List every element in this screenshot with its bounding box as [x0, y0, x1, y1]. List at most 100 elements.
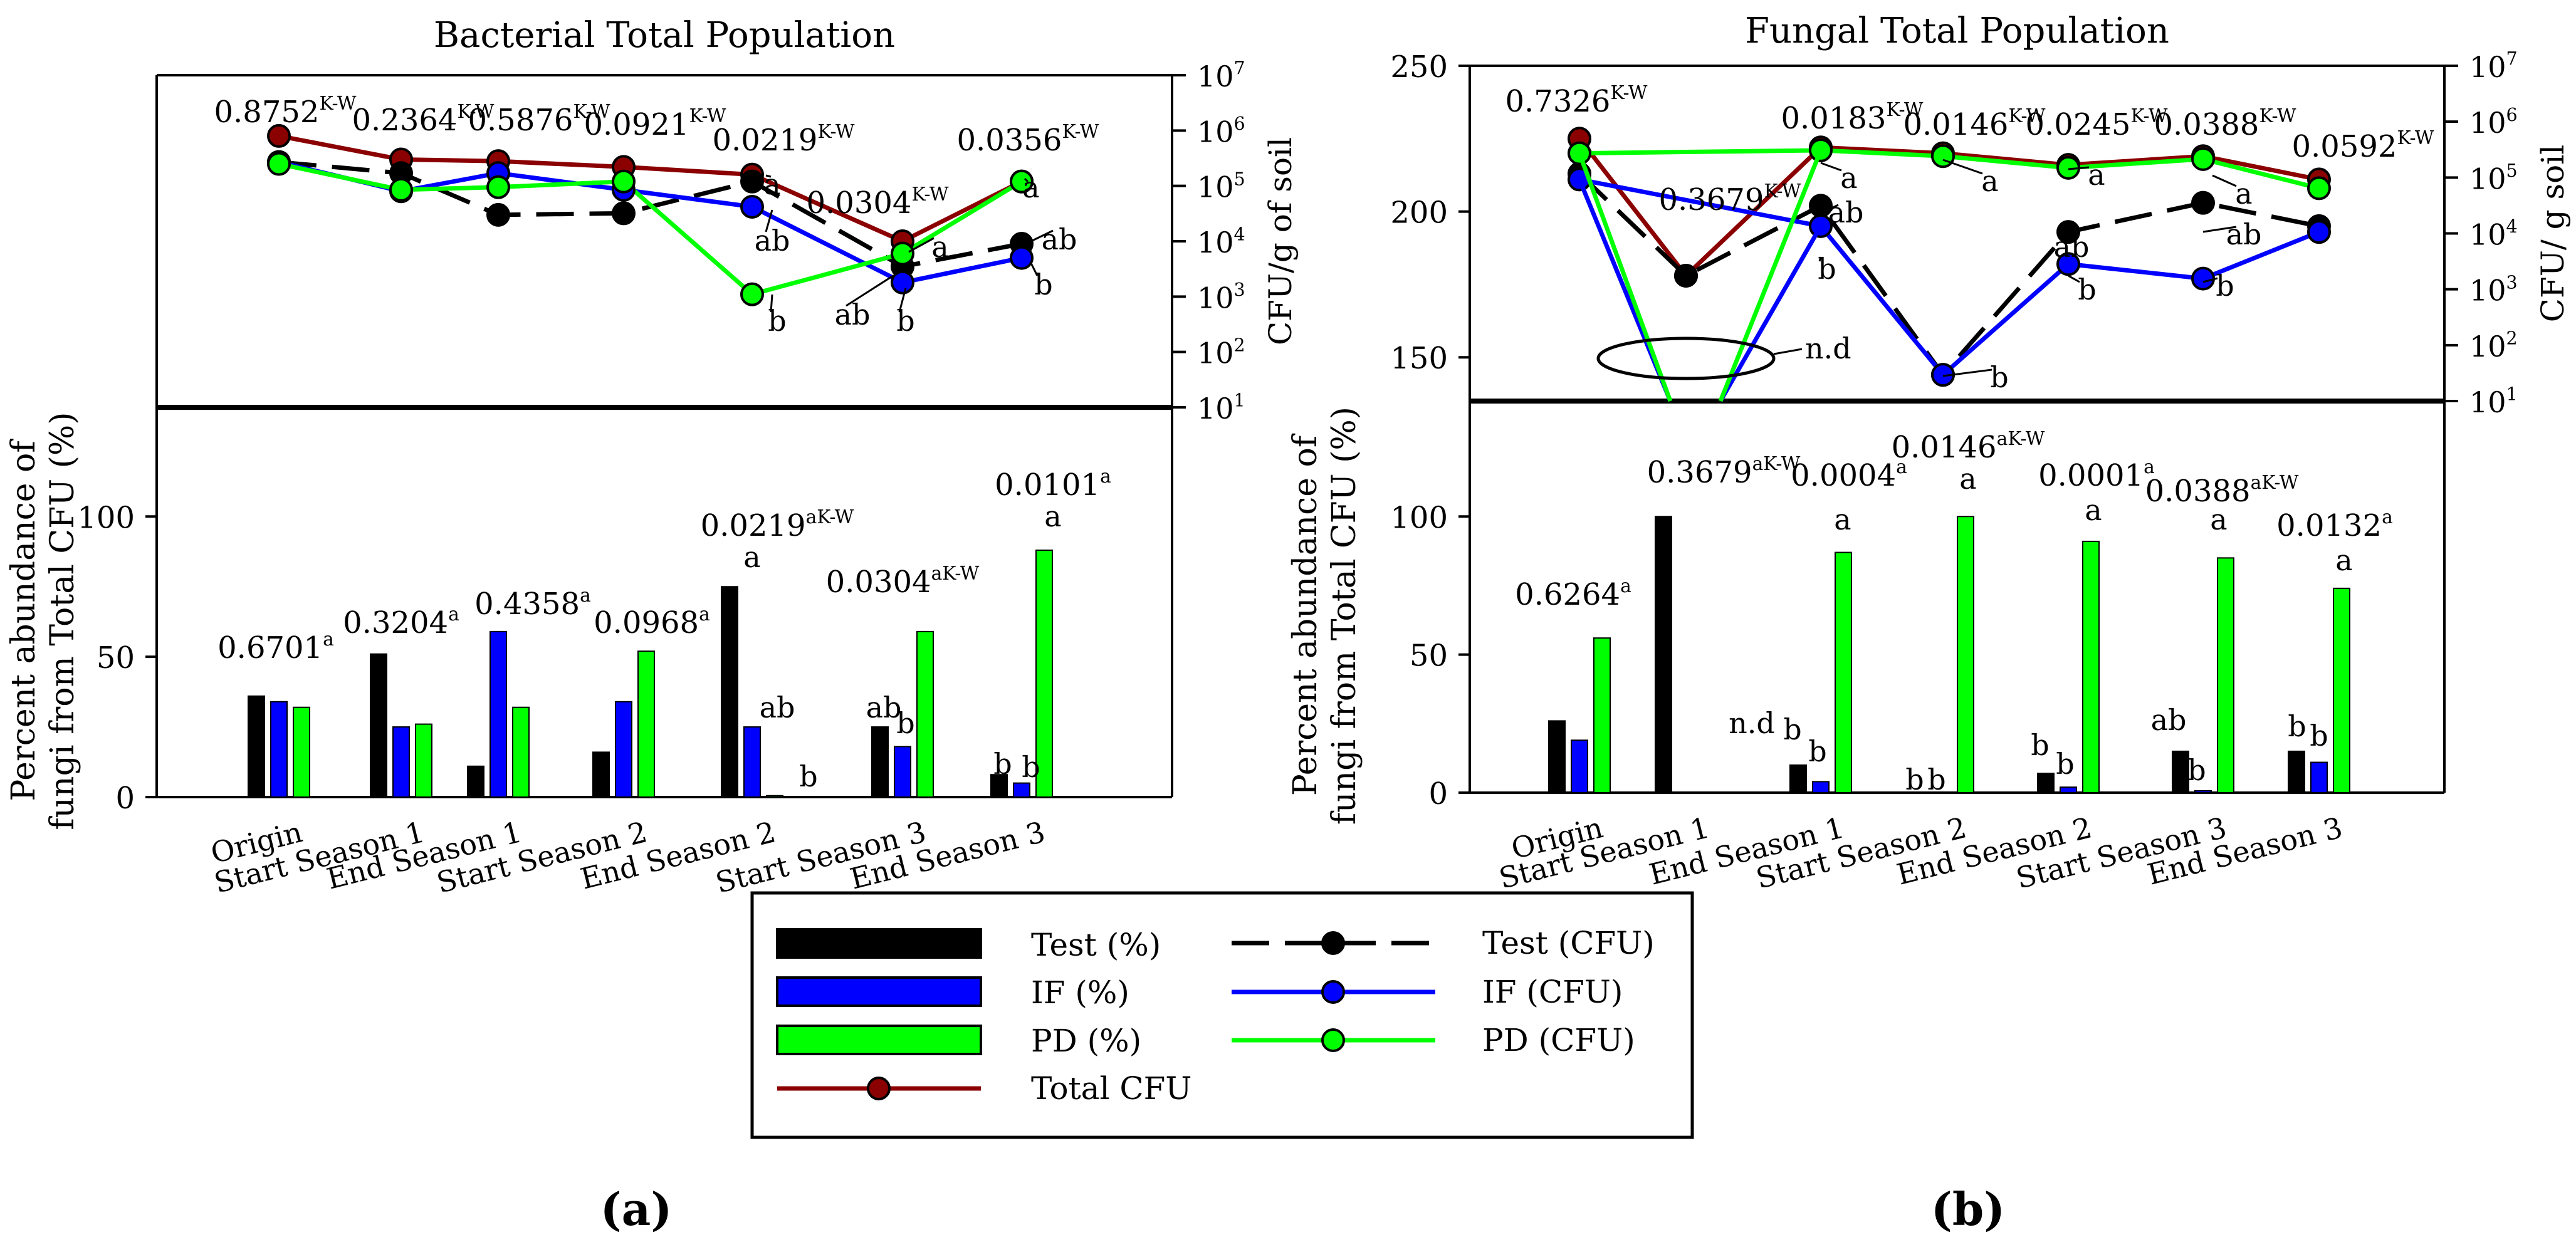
- bacterial-cfu-pvalue: 0.0304K-W: [806, 184, 948, 221]
- legend-label-if-cfu: IF (CFU): [1482, 974, 1623, 1010]
- bacterial-pct-bar-if-end-season-3: [1013, 782, 1030, 798]
- bacterial-pct-y-tick-label: 50: [97, 640, 135, 676]
- bacterial-cfu-pvalue: 0.0219K-W: [712, 121, 854, 158]
- fungal-cfu-sig-letter: a: [2235, 177, 2252, 211]
- bacterial-pct-pvalue: 0.4358a: [474, 585, 591, 622]
- bacterial-cfu-right-tick-label: 104: [1197, 224, 1245, 259]
- bacterial-cfu-point-test: [486, 202, 510, 227]
- fungal-pct-sig-letter: b: [2310, 719, 2328, 753]
- fungal-pct-pvalue: 0.6264a: [1515, 575, 1631, 612]
- bacterial-pct-bar-if-start-season-1: [392, 726, 410, 798]
- fungal-cfu-nd-ellipse: [1596, 337, 1776, 380]
- legend-label-if-pct: IF (%): [1031, 974, 1129, 1011]
- fungal-pct-sig-letter: b: [1927, 763, 1945, 796]
- fungal-cfu-sig-letter: b: [2216, 269, 2234, 303]
- fungal-pct-sig-letter: a: [2210, 503, 2227, 536]
- fungal-cfu-point-if: [2307, 220, 2331, 244]
- bacterial-pct-bar-pd-end-season-3: [1035, 550, 1053, 798]
- bacterial-pct-sig-letter: b: [896, 706, 914, 740]
- fungal-pct-pvalue: 0.3679aK-W: [1647, 453, 1801, 490]
- fungal-cfu-left-tick-label: 150: [1390, 341, 1448, 376]
- panel-label-a: (a): [600, 1182, 673, 1236]
- bacterial-pct-y-tick-label: 100: [77, 500, 135, 535]
- bacterial-pct-y-tick-label: 0: [115, 781, 135, 816]
- fungal-cfu-point-if: [2056, 252, 2080, 276]
- bacterial-cfu-point-if: [891, 270, 914, 295]
- bacterial-pct-pvalue: 0.0304aK-W: [826, 563, 980, 600]
- fungal-pct-sig-letter: a: [1834, 503, 1851, 536]
- bacterial-cfu-right-axis-label: CFU/g of soil: [1262, 137, 1299, 345]
- bacterial-pct-bar-test-start-season-3: [871, 726, 889, 798]
- bacterial-cfu-letter-leader: [765, 209, 773, 232]
- bacterial-cfu-point-pd: [267, 152, 291, 176]
- fungal-pct-bar-test-end-season-2: [2037, 773, 2055, 794]
- fungal-cfu-nd-label: n.d: [1805, 331, 1851, 365]
- fungal-cfu-sig-letter: a: [1840, 161, 1857, 195]
- bacterial-pct-bar-pd-start-season-2: [637, 650, 655, 798]
- fungal-cfu-pvalue: 0.0245K-W: [2025, 105, 2167, 142]
- legend-marker-if-cfu: [1321, 980, 1345, 1004]
- fungal-cfu-line-if: [1579, 177, 2320, 378]
- fungal-pct-bar-pd-start-season-2: [1957, 516, 1974, 794]
- bacterial-pct-bar-test-end-season-3: [990, 774, 1008, 798]
- fungal-pct-sig-letter: b: [1905, 763, 1924, 796]
- fungal-cfu-nd-leader: [1773, 348, 1803, 355]
- fungal-cfu-point-pd: [2191, 147, 2215, 171]
- bacterial-cfu-sig-letter: b: [896, 304, 914, 338]
- bacterial-cfu-point-if: [1010, 246, 1034, 270]
- fungal-cfu-right-tick-label: 101: [2469, 384, 2518, 419]
- bacterial-pct-bar-pd-start-season-1: [415, 723, 432, 798]
- bacterial-pct-pvalue: 0.0101a: [995, 466, 1111, 503]
- fungal-pct-bar-if-end-season-1: [1812, 781, 1830, 793]
- fungal-pct-pvalue: 0.0001a: [2038, 456, 2155, 493]
- bacterial-pct-sig-letter: a: [1044, 499, 1061, 533]
- fungal-pct-sig-letter: a: [1959, 462, 1976, 496]
- fungal-cfu-pvalue: 0.0592K-W: [2291, 127, 2434, 164]
- legend-label-test-pct: Test (%): [1031, 927, 1161, 963]
- bacterial-pct-bar-pd-end-season-1: [512, 706, 530, 798]
- fungal-cfu-letter-leader: [1820, 204, 1839, 214]
- bacterial-cfu-point-pd: [891, 241, 914, 266]
- bacterial-pct-bar-if-end-season-2: [743, 726, 761, 798]
- fungal-cfu-right-tick-label: 103: [2469, 272, 2518, 307]
- fungal-pct-sig-letter: b: [2288, 709, 2306, 743]
- fungal-cfu-letter-leader: [2202, 226, 2237, 233]
- bacterial-pct-sig-letter: ab: [866, 691, 902, 724]
- fungal-cfu-point-test: [2191, 190, 2215, 215]
- fungal-pct-sig-letter: b: [2187, 753, 2206, 787]
- fungal-pct-bar-if-start-season-3: [2194, 790, 2212, 793]
- legend-label-pd-pct: PD (%): [1031, 1023, 1141, 1059]
- fungal-pct-y-tick-label: 100: [1390, 500, 1448, 535]
- bacterial-pct-bar-test-start-season-1: [370, 653, 387, 798]
- bacterial-cfu-pvalue: 0.0921K-W: [584, 105, 726, 142]
- fungal-cfu-letter-leader: [2068, 166, 2090, 170]
- legend-swatch-test-pct: [776, 928, 982, 959]
- fungal-pct-bar-test-start-season-3: [2172, 750, 2189, 794]
- bacterial-pct-bar-test-end-season-2: [721, 586, 738, 798]
- bacterial-cfu-point-pd: [1010, 169, 1034, 194]
- fungal-pct-bar-pd-end-season-1: [1835, 551, 1852, 793]
- fungal-cfu-chart: Fungal Total Population 101 102 103 104 105 10…: [1390, 11, 2571, 794]
- fungal-pct-sig-letter: a: [2335, 543, 2352, 577]
- bacterial-pct-y-axis-label: Percent abundance offungi from Total CFU…: [5, 412, 81, 830]
- fungal-pct-bar-pd-end-season-3: [2333, 587, 2350, 794]
- fungal-pct-pvalue: 0.0132a: [2276, 506, 2393, 543]
- fungal-cfu-line-pd-drop: [1577, 152, 1673, 402]
- fungal-cfu-right-tick-label: 105: [2469, 160, 2518, 196]
- fungal-cfu-letter-leader: [1942, 159, 1983, 175]
- fungal-cfu-letter-leader: [2068, 274, 2080, 283]
- bacterial-cfu-sig-letter: ab: [755, 224, 790, 258]
- fungal-pct-y-tick-label: 50: [1410, 639, 1448, 674]
- bacterial-pct-bar-pd-origin: [293, 706, 310, 798]
- bacterial-cfu-pvalue: 0.5876K-W: [468, 101, 610, 138]
- fungal-pct-bar-if-origin: [1571, 739, 1588, 794]
- fungal-cfu-letter-leader: [1818, 256, 1822, 262]
- fungal-cfu-letter-leader: [2202, 277, 2218, 283]
- bacterial-cfu-right-tick-label: 101: [1197, 390, 1245, 425]
- fungal-cfu-sig-letter: ab: [2226, 217, 2262, 251]
- fungal-cfu-point-test: [1674, 263, 1698, 288]
- fungal-cfu-pvalue: 0.0146K-W: [1903, 105, 2045, 142]
- legend-marker-test-cfu: [1321, 931, 1345, 955]
- bacterial-cfu-point-test: [612, 201, 636, 226]
